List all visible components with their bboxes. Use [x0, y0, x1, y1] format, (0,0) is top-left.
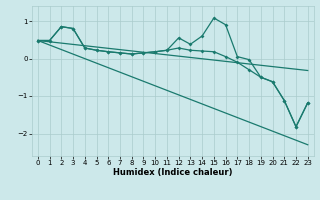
X-axis label: Humidex (Indice chaleur): Humidex (Indice chaleur)	[113, 168, 233, 177]
